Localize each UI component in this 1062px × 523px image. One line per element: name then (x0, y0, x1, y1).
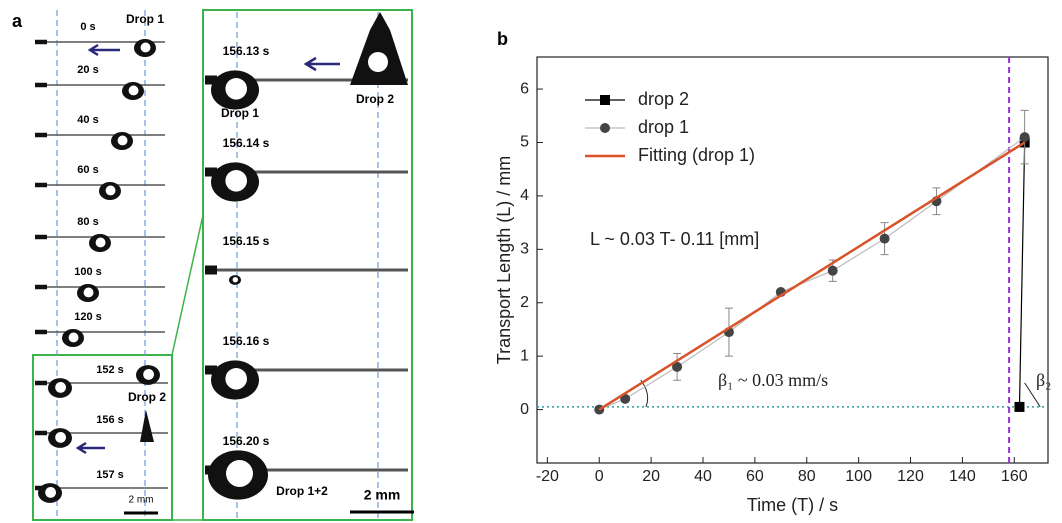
time-label: 80 s (77, 216, 98, 228)
droplet-highlight (128, 85, 139, 96)
legend-label: Fitting (drop 1) (638, 145, 755, 165)
scale-label: 2 mm (364, 487, 401, 503)
legend-marker (600, 123, 610, 133)
point (879, 233, 890, 244)
time-label: 152 s (96, 364, 124, 376)
y-tick-label: 1 (520, 347, 529, 364)
droplet-highlight (225, 170, 247, 192)
time-label: 40 s (77, 114, 98, 126)
annotation: β₂ (1036, 370, 1051, 390)
arrow (75, 441, 105, 455)
series-line (1018, 142, 1026, 407)
annotation: β₁ ~ 0.03 mm/s (718, 370, 828, 390)
x-tick-label: 140 (949, 468, 976, 485)
time-label: 156 s (96, 414, 124, 426)
droplet-highlight (55, 382, 66, 393)
panel-label: b (497, 29, 508, 49)
y-tick-label: 0 (520, 401, 529, 418)
time-label: 156.15 s (223, 234, 270, 248)
x-tick-label: 120 (897, 468, 924, 485)
point (620, 393, 631, 404)
connector (171, 214, 204, 356)
arrow (303, 56, 340, 72)
legend-label: drop 2 (638, 89, 689, 109)
droplet-highlight (68, 332, 79, 343)
droplet (140, 410, 154, 442)
time-label: 100 s (74, 266, 102, 278)
y-tick-label: 2 (520, 294, 529, 311)
panel-label: a (12, 11, 23, 31)
point (827, 265, 838, 276)
droplet-highlight (225, 78, 247, 100)
droplet-highlight (226, 460, 253, 487)
droplet-highlight (143, 369, 155, 380)
droplet-highlight (105, 185, 116, 196)
time-label: 156.20 s (223, 434, 270, 448)
x-tick-label: 0 (595, 468, 604, 485)
x-tick-label: 60 (746, 468, 764, 485)
angle-arc (1024, 382, 1041, 408)
point (672, 361, 683, 372)
x-tick-label: 80 (798, 468, 816, 485)
x-tick-label: 20 (642, 468, 660, 485)
time-label: 157 s (96, 469, 124, 481)
droplet-highlight (83, 287, 94, 298)
drop-label: Drop 1 (221, 106, 259, 120)
inset-box (32, 354, 173, 521)
y-tick-label: 3 (520, 241, 529, 258)
droplet-highlight (368, 52, 388, 72)
time-label: 0 s (80, 21, 95, 33)
y-tick-label: 5 (520, 134, 529, 151)
time-label: 120 s (74, 311, 102, 323)
scale-label: 2 mm (129, 495, 154, 506)
x-tick-label: -20 (536, 468, 559, 485)
time-label: 156.16 s (223, 334, 270, 348)
drop-label: Drop 2 (356, 92, 394, 106)
droplet-highlight (225, 368, 247, 390)
zoom-box (202, 9, 413, 521)
point (1019, 132, 1030, 143)
x-axis-label: Time (T) / s (747, 495, 838, 515)
droplet-highlight (95, 237, 106, 248)
droplet-highlight (45, 487, 56, 498)
droplet (350, 12, 408, 85)
y-axis-label: Transport Length (L) / mm (494, 156, 514, 364)
drop-label: Drop 1 (126, 12, 164, 26)
time-label: 156.14 s (223, 136, 270, 150)
time-label: 156.13 s (223, 44, 270, 58)
drop-label: Drop 2 (128, 390, 166, 404)
x-tick-label: 40 (694, 468, 712, 485)
series-line (598, 141, 1026, 411)
arrow (87, 43, 120, 57)
drop-label: Drop 1+2 (276, 484, 328, 498)
droplet-highlight (55, 432, 66, 443)
droplet-highlight (140, 42, 151, 53)
x-tick-label: 100 (845, 468, 872, 485)
annotation: L ~ 0.03 T- 0.11 [mm] (590, 229, 759, 249)
plot-frame (536, 56, 1049, 464)
time-label: 20 s (77, 64, 98, 76)
legend-label: drop 1 (638, 117, 689, 137)
point (1014, 401, 1025, 412)
legend-marker (600, 95, 610, 105)
time-label: 60 s (77, 164, 98, 176)
y-tick-label: 4 (520, 187, 529, 204)
x-tick-label: 160 (1001, 468, 1028, 485)
y-tick-label: 6 (520, 80, 529, 97)
droplet-highlight (232, 277, 238, 283)
droplet-highlight (117, 135, 128, 146)
